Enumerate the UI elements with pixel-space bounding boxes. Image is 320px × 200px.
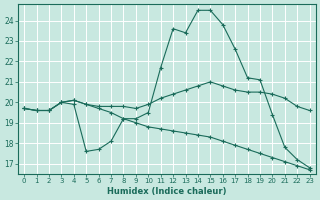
X-axis label: Humidex (Indice chaleur): Humidex (Indice chaleur) bbox=[107, 187, 227, 196]
